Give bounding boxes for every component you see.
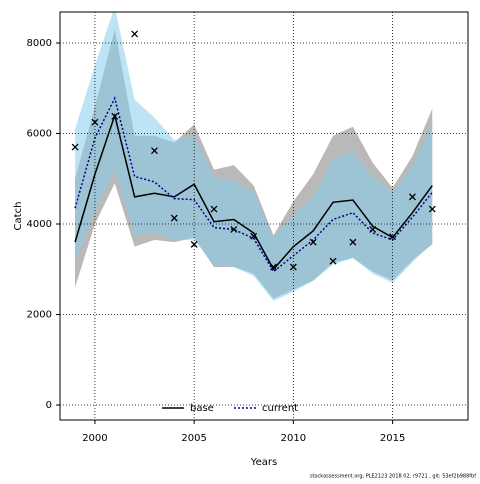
observed-point (210, 205, 218, 213)
x-tick-label: 2005 (181, 433, 206, 444)
y-tick-label: 2000 (27, 310, 52, 321)
series-line (74, 112, 433, 271)
observed-point (428, 205, 436, 213)
y-tick-label: 4000 (27, 219, 52, 230)
plot-frame (59, 11, 469, 421)
observed-point (91, 118, 99, 126)
x-tick-label: 2015 (380, 433, 405, 444)
y-tick-label: 6000 (27, 129, 52, 140)
observed-point (190, 240, 198, 248)
legend-label: base (190, 403, 214, 414)
observed-point (349, 238, 357, 246)
x-tick-label: 2010 (281, 433, 306, 444)
observed-point (369, 225, 377, 233)
observed-point (170, 214, 178, 222)
y-tick-label: 0 (46, 400, 52, 411)
observed-point (389, 233, 397, 241)
observed-point (71, 143, 79, 151)
observed-point (111, 112, 119, 120)
observed-point (329, 257, 337, 265)
observed-point (309, 238, 317, 246)
confidence-band (75, 12, 433, 301)
observed-point (131, 30, 139, 38)
observed-point (270, 263, 277, 271)
x-axis-label: Years (250, 457, 277, 468)
y-tick-label: 8000 (27, 38, 52, 49)
legend-label: current (262, 403, 298, 414)
observed-point (250, 232, 258, 240)
observed-point (230, 225, 238, 233)
y-axis-label: Catch (13, 202, 24, 231)
observed-point (408, 193, 416, 201)
series-line (74, 96, 433, 273)
plot-area (71, 12, 436, 301)
observed-point (150, 147, 158, 155)
footnote: stockassessment.org, PLE2123 2018 02, r9… (310, 474, 476, 480)
x-tick-label: 2000 (82, 433, 107, 444)
